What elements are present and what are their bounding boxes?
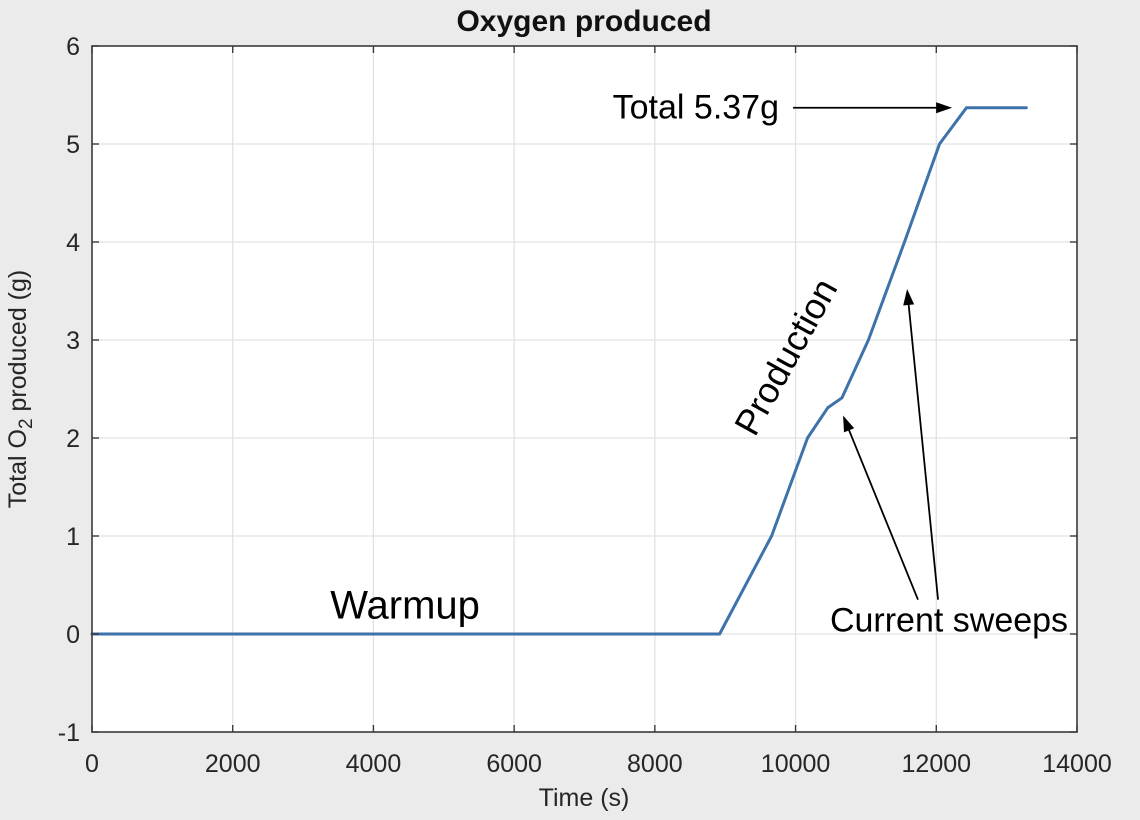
series-line-total-o2-produced [90,106,1028,636]
y-tick-label: 0 [66,621,80,649]
series-layer [90,106,1028,636]
chart-title: Oxygen produced [456,5,711,38]
y-tick-label: 5 [66,131,80,159]
y-tick-label: 2 [66,425,80,453]
plot-area [92,46,1077,732]
axes-box [91,45,1078,733]
x-tick-label: 8000 [627,750,683,778]
arrow-total-plateau-head [936,102,953,114]
x-axis-label: Time (s) [539,784,630,812]
y-axis-label: Total O2 produced (g) [4,270,37,508]
y-tick-label: -1 [58,719,80,747]
x-tick-label: 2000 [205,750,261,778]
x-tick-label: 6000 [486,750,542,778]
tick-label-layer: 0 2000 4000 6000 8000 10000 12000 14000-1012345… [58,33,1112,778]
x-tick-label: 10000 [761,750,831,778]
arrow-current-sweep-2-head [903,289,915,306]
x-tick-label: 4000 [346,750,402,778]
y-tick-label: 1 [66,523,80,551]
annotation-current-sweeps: Current sweeps [830,601,1068,639]
x-tick-label: 0 [85,750,99,778]
axes-layer [91,45,1078,733]
arrow-current-sweep-1-line [846,426,919,601]
annotation-total: Total 5.37g [613,89,779,127]
y-tick-label: 4 [66,229,80,257]
x-tick-label: 14000 [1042,750,1112,778]
y-tick-label: 6 [66,33,80,61]
arrow-current-sweep-2-line [907,300,939,600]
arrow-current-sweep-1-head [843,415,855,433]
x-tick-label: 12000 [902,750,972,778]
annotation-warmup: Warmup [330,584,480,628]
y-tick-label: 3 [66,327,80,355]
